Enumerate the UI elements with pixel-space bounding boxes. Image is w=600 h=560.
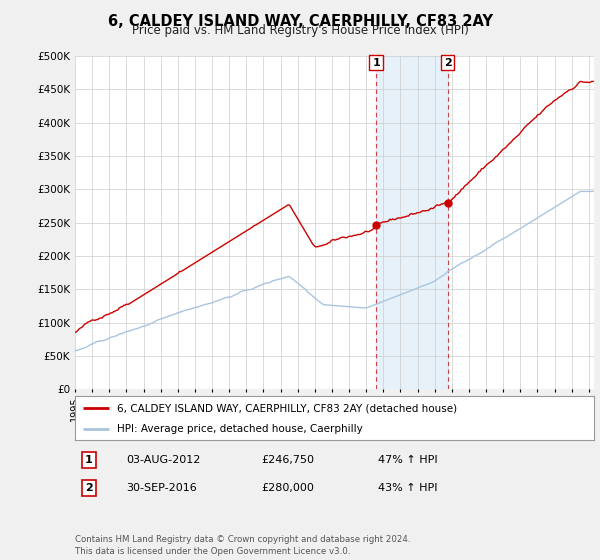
Text: 1: 1 — [372, 58, 380, 68]
Text: £280,000: £280,000 — [261, 483, 314, 493]
Text: 2: 2 — [85, 483, 92, 493]
Text: 47% ↑ HPI: 47% ↑ HPI — [378, 455, 437, 465]
Text: 03-AUG-2012: 03-AUG-2012 — [126, 455, 200, 465]
Text: 2: 2 — [443, 58, 451, 68]
Text: 6, CALDEY ISLAND WAY, CAERPHILLY, CF83 2AY (detached house): 6, CALDEY ISLAND WAY, CAERPHILLY, CF83 2… — [116, 403, 457, 413]
Text: 30-SEP-2016: 30-SEP-2016 — [126, 483, 197, 493]
Text: 6, CALDEY ISLAND WAY, CAERPHILLY, CF83 2AY: 6, CALDEY ISLAND WAY, CAERPHILLY, CF83 2… — [107, 14, 493, 29]
Text: Contains HM Land Registry data © Crown copyright and database right 2024.
This d: Contains HM Land Registry data © Crown c… — [75, 535, 410, 556]
Text: Price paid vs. HM Land Registry's House Price Index (HPI): Price paid vs. HM Land Registry's House … — [131, 24, 469, 37]
Text: 1: 1 — [85, 455, 92, 465]
Text: 43% ↑ HPI: 43% ↑ HPI — [378, 483, 437, 493]
Text: HPI: Average price, detached house, Caerphilly: HPI: Average price, detached house, Caer… — [116, 424, 362, 433]
Text: £246,750: £246,750 — [261, 455, 314, 465]
Bar — [376, 56, 448, 389]
